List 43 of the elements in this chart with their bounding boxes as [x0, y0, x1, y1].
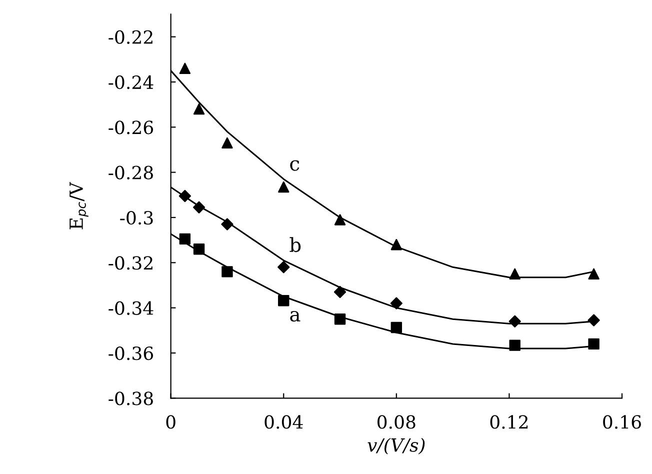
- y-tick-label: -0.26: [108, 120, 154, 134]
- x-tick-label: 0: [166, 415, 176, 429]
- point: [509, 340, 520, 351]
- series-label: b: [290, 237, 301, 252]
- point: [178, 190, 191, 202]
- y-tick-label: -0.36: [108, 346, 154, 360]
- y-tick-label: -0.34: [108, 301, 154, 315]
- y-tick-label: -0.38: [108, 392, 153, 406]
- point: [390, 297, 402, 310]
- point: [193, 243, 205, 255]
- point: [179, 62, 191, 74]
- point: [221, 218, 234, 230]
- point: [588, 268, 600, 280]
- point: [193, 103, 205, 115]
- x-tick-label: 0.12: [490, 415, 528, 429]
- y-tick-label: -0.3: [120, 210, 153, 225]
- point: [508, 315, 521, 328]
- y-tick-label: -0.22: [108, 30, 152, 44]
- point: [179, 233, 191, 245]
- x-tick-label: 0.04: [264, 415, 303, 429]
- point: [588, 314, 600, 326]
- point: [588, 338, 600, 350]
- point: [278, 181, 290, 193]
- y-tick-label: -0.32: [108, 256, 152, 270]
- point: [192, 201, 206, 214]
- x-tick-label: 0.16: [603, 415, 641, 429]
- point: [509, 268, 520, 280]
- point: [222, 266, 233, 278]
- y-tick-label: -0.28: [108, 166, 153, 180]
- y-tick-label: -0.24: [108, 75, 154, 90]
- y-axis-title: E$_{pc}$/V: [70, 182, 88, 230]
- x-axis-title: v/(V/s): [368, 438, 425, 454]
- point: [222, 137, 233, 149]
- point: [278, 294, 290, 306]
- point: [334, 286, 346, 298]
- x-tick-label: 0.08: [378, 415, 416, 429]
- point: [334, 314, 346, 325]
- series-label: a: [290, 310, 300, 322]
- point: [334, 214, 346, 226]
- series-label: c: [290, 160, 300, 171]
- point: [390, 238, 402, 250]
- point: [278, 261, 290, 274]
- point: [390, 322, 402, 334]
